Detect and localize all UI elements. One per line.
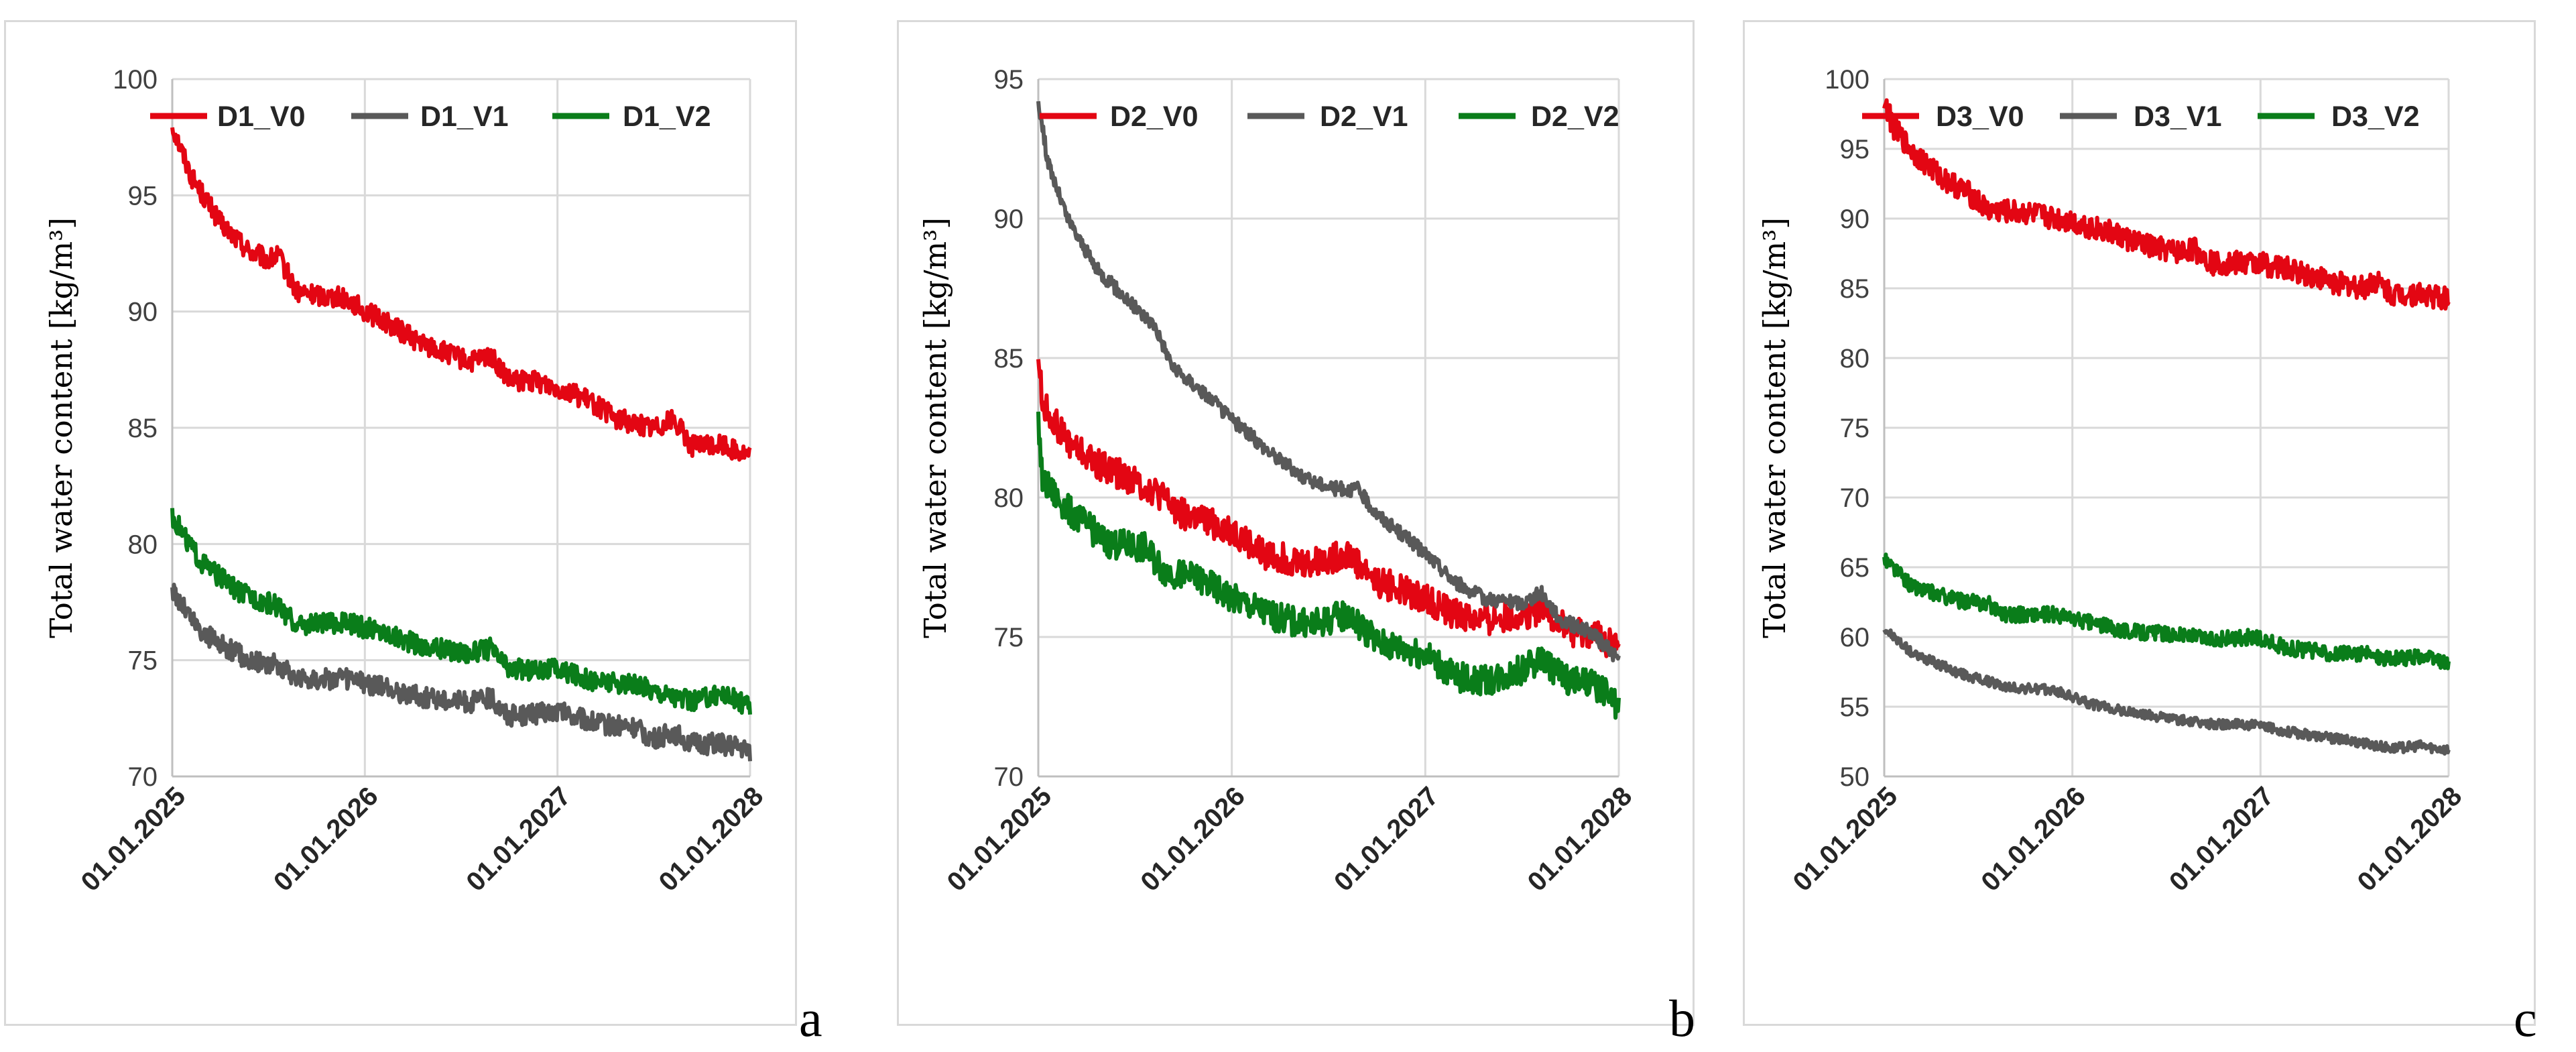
panel-label-c: c <box>2514 989 2537 1047</box>
x-tick-label-b-1: 01.01.2026 <box>1135 781 1251 897</box>
legend-label-D2_V0: D2_V0 <box>1110 101 1198 133</box>
x-tick-label-a-0: 01.01.2025 <box>76 781 192 897</box>
y-tick-label-b-2: 80 <box>994 483 1024 513</box>
y-tick-label-b-1: 75 <box>994 623 1024 652</box>
y-tick-label-c-10: 100 <box>1825 65 1869 95</box>
x-tick-label-b-0: 01.01.2025 <box>942 781 1058 897</box>
legend-label-D2_V1: D2_V1 <box>1320 101 1408 133</box>
x-tick-label-b-2: 01.01.2027 <box>1329 781 1445 897</box>
y-tick-label-a-6: 100 <box>113 65 158 95</box>
series-line-D1_V2 <box>170 508 752 715</box>
x-tick-label-c-0: 01.01.2025 <box>1788 781 1904 897</box>
series-line-D3_V0 <box>1882 98 2451 311</box>
series-line-D3_V1 <box>1882 628 2451 756</box>
x-tick-label-c-1: 01.01.2026 <box>1975 781 2091 897</box>
y-tick-label-c-9: 95 <box>1840 135 1870 164</box>
x-tick-label-a-2: 01.01.2027 <box>461 781 576 897</box>
legend-label-D2_V2: D2_V2 <box>1531 101 1619 133</box>
x-tick-label-b-3: 01.01.2028 <box>1522 781 1638 897</box>
y-tick-label-c-3: 65 <box>1840 553 1870 583</box>
y-tick-label-a-1: 75 <box>128 646 158 676</box>
y-tick-label-c-8: 90 <box>1840 204 1870 234</box>
series-line-D2_V1 <box>1036 101 1621 662</box>
chart-svg-b: 70 75 80 85 90 95 01.01.2025 01.01.2026 01.01.20… <box>918 65 1638 897</box>
legend-label-D3_V2: D3_V2 <box>2331 101 2419 133</box>
y-tick-label-b-0: 70 <box>994 762 1024 792</box>
chart-panel-a: 70 75 80 85 90 95 100 01.01.2025 01.01.2026 01.01… <box>4 20 797 1026</box>
panel-label-a: a <box>799 989 822 1047</box>
y-tick-label-b-5: 95 <box>994 65 1024 95</box>
y-tick-label-a-3: 85 <box>128 414 158 443</box>
legend-label-D3_V1: D3_V1 <box>2134 101 2221 133</box>
y-tick-label-a-0: 70 <box>128 762 158 792</box>
series-line-D2_V0 <box>1036 359 1621 658</box>
legend-label-D1_V1: D1_V1 <box>420 101 508 133</box>
series-line-D3_V2 <box>1882 552 2451 670</box>
y-tick-label-a-2: 80 <box>128 530 158 559</box>
x-tick-label-c-3: 01.01.2028 <box>2352 781 2468 897</box>
y-tick-label-c-1: 55 <box>1840 693 1870 722</box>
y-axis-label-b: Total water content [kg/m³] <box>918 217 953 638</box>
chart-panel-c: 50 55 60 65 70 75 80 85 90 95 100 01.01.2025 01.01.2… <box>1743 20 2536 1026</box>
legend-label-D1_V2: D1_V2 <box>623 101 711 133</box>
panel-label-b: b <box>1669 989 1695 1047</box>
y-tick-label-b-4: 90 <box>994 204 1024 234</box>
y-tick-label-c-6: 80 <box>1840 344 1870 373</box>
y-tick-label-c-4: 70 <box>1840 483 1870 513</box>
y-axis-label-a: Total water content [kg/m³] <box>44 217 79 638</box>
y-tick-label-c-7: 85 <box>1840 274 1870 304</box>
y-tick-label-b-3: 85 <box>994 344 1024 373</box>
series-line-D2_V2 <box>1036 411 1621 720</box>
y-tick-label-a-5: 95 <box>128 181 158 211</box>
y-tick-label-c-5: 75 <box>1840 414 1870 443</box>
series-line-D1_V1 <box>170 583 752 762</box>
y-tick-label-a-4: 90 <box>128 298 158 327</box>
x-tick-label-c-2: 01.01.2027 <box>2164 781 2280 897</box>
chart-svg-c: 50 55 60 65 70 75 80 85 90 95 100 01.01.2025 01.01.2… <box>1757 65 2468 897</box>
x-tick-label-a-1: 01.01.2026 <box>268 781 384 897</box>
legend-label-D3_V0: D3_V0 <box>1936 101 2024 133</box>
legend-label-D1_V0: D1_V0 <box>217 101 305 133</box>
chart-svg-a: 70 75 80 85 90 95 100 01.01.2025 01.01.2026 01.01… <box>44 65 770 897</box>
x-tick-label-a-3: 01.01.2028 <box>654 781 770 897</box>
y-tick-label-c-0: 50 <box>1840 762 1870 792</box>
chart-panel-b: 70 75 80 85 90 95 01.01.2025 01.01.2026 01.01.20… <box>897 20 1695 1026</box>
series-line-D1_V0 <box>170 127 752 462</box>
y-tick-label-c-2: 60 <box>1840 623 1870 652</box>
y-axis-label-c: Total water content [kg/m³] <box>1757 217 1792 638</box>
